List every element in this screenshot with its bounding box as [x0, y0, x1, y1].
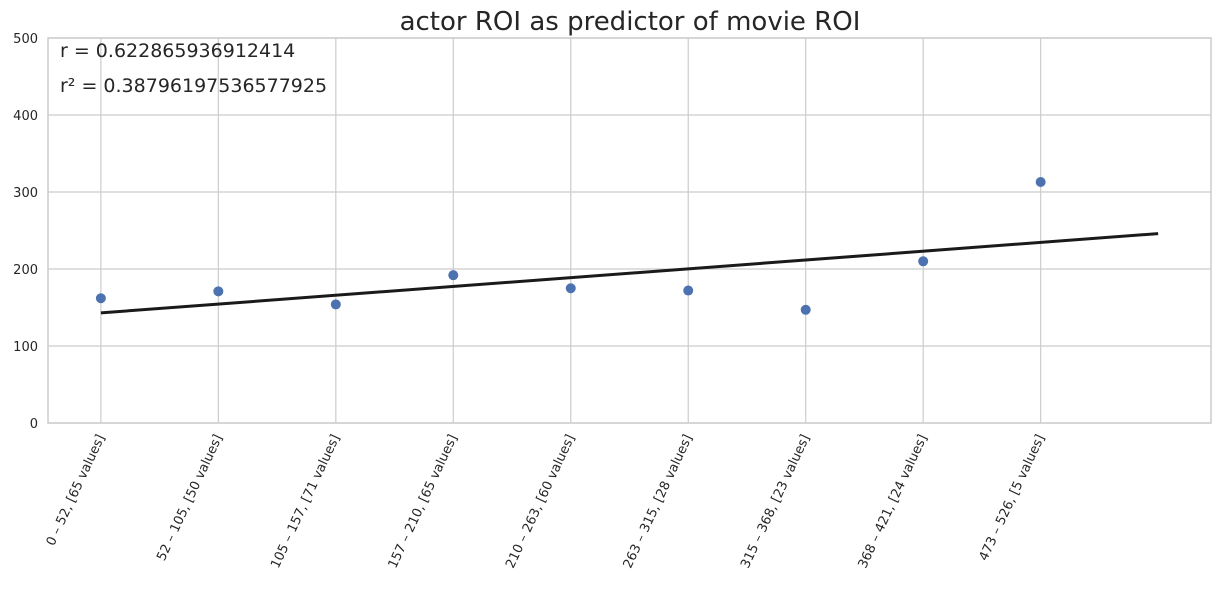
y-tick-label: 300: [13, 186, 38, 201]
y-axis-ticks: 0 100 200 300 400 500: [13, 32, 38, 432]
chart-title: actor ROI as predictor of movie ROI: [400, 7, 861, 37]
x-tick-label: 52 – 105, [50 values]: [154, 432, 226, 563]
x-tick-label: 0 – 52, [65 values]: [44, 432, 109, 548]
annotation-r-squared: r² = 0.38796197536577925: [60, 75, 327, 97]
x-tick-label: 368 – 421, [24 values]: [856, 432, 931, 570]
x-tick-label: 105 – 157, [71 values]: [268, 432, 343, 570]
plot-frame: [47, 37, 1212, 424]
y-tick-label: 200: [13, 263, 38, 278]
y-tick-label: 500: [13, 32, 38, 47]
data-point: [683, 285, 694, 296]
data-point: [330, 299, 341, 310]
x-tick-label: 473 – 526, [5 values]: [977, 432, 1049, 563]
data-point: [213, 286, 224, 297]
data-point: [918, 256, 929, 267]
y-tick-label: 400: [13, 109, 38, 124]
x-tick-label: 315 – 368, [23 values]: [738, 432, 813, 570]
trend-line: [100, 232, 1159, 315]
data-point: [95, 293, 106, 304]
x-tick-label: 263 – 315, [28 values]: [621, 432, 696, 570]
annotation-r: r = 0.622865936912414: [60, 40, 295, 62]
x-axis-ticks: 0 – 52, [65 values] 52 – 105, [50 values]…: [44, 432, 1049, 570]
x-tick-label: 157 – 210, [65 values]: [386, 432, 461, 570]
data-point: [448, 270, 459, 281]
data-points: [95, 176, 1046, 315]
data-point: [565, 283, 576, 294]
data-point: [800, 304, 811, 315]
y-tick-label: 100: [13, 340, 38, 355]
y-tick-label: 0: [30, 417, 38, 432]
x-tick-label: 210 – 263, [60 values]: [503, 432, 578, 570]
data-point: [1035, 176, 1046, 187]
